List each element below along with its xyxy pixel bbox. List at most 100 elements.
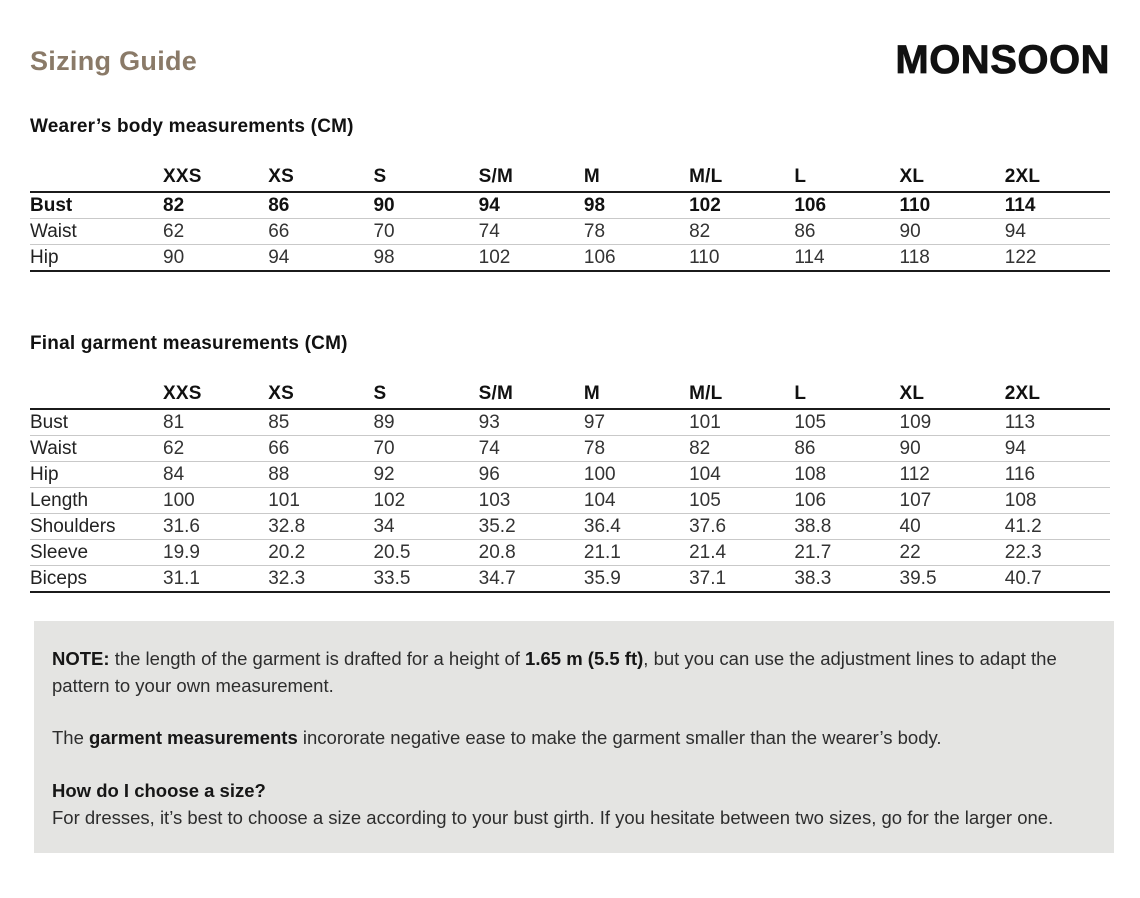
measurement-value: 74 bbox=[478, 218, 584, 245]
measurement-value: 39.5 bbox=[899, 565, 1005, 593]
measurement-value: 21.4 bbox=[689, 539, 795, 566]
measurement-value: 37.1 bbox=[689, 565, 795, 593]
size-column-header: XL bbox=[899, 381, 1005, 410]
measurement-value: 96 bbox=[478, 461, 584, 488]
measurement-row-label: Waist bbox=[30, 218, 163, 245]
measurement-row-label: Length bbox=[30, 487, 163, 514]
measurement-value: 110 bbox=[899, 192, 1005, 219]
measurement-value: 118 bbox=[899, 244, 1005, 272]
measurement-value: 94 bbox=[1004, 435, 1110, 462]
measurement-value: 22.3 bbox=[1004, 539, 1110, 566]
measurement-value: 90 bbox=[373, 192, 479, 219]
measurement-value: 81 bbox=[163, 409, 269, 436]
size-header-row: XXS XS S S/M M M/L L XL 2XL bbox=[30, 381, 1110, 410]
measurement-value: 113 bbox=[1004, 409, 1110, 436]
measurement-row-label: Bust bbox=[30, 192, 163, 219]
measurement-row: Waist 62 66 70 74 78 82 86 90 94 bbox=[30, 218, 1110, 245]
measurement-value: 98 bbox=[373, 244, 479, 272]
garment-measurements-table: XXS XS S S/M M M/L L XL 2XL Bust 81 85 89 93 97 101 105 1… bbox=[30, 381, 1110, 593]
note-paragraph: NOTE: the length of the garment is draft… bbox=[52, 645, 1080, 699]
note-text: the length of the garment is drafted for… bbox=[109, 648, 526, 669]
measurement-value: 90 bbox=[899, 218, 1005, 245]
size-column-header: XXS bbox=[163, 381, 269, 410]
measurement-value: 62 bbox=[163, 435, 269, 462]
measurement-value: 21.1 bbox=[583, 539, 690, 566]
measurement-value: 82 bbox=[163, 192, 269, 219]
measurement-value: 106 bbox=[794, 192, 900, 219]
size-column-header: XXS bbox=[163, 164, 269, 193]
measurement-value: 31.1 bbox=[163, 565, 269, 593]
measurement-value: 34.7 bbox=[478, 565, 584, 593]
measurement-value: 90 bbox=[899, 435, 1005, 462]
size-column-header: XS bbox=[268, 381, 374, 410]
measurement-value: 101 bbox=[268, 487, 374, 514]
measurement-row-label: Bust bbox=[30, 409, 163, 436]
size-column-header: M/L bbox=[689, 164, 795, 193]
measurement-value: 105 bbox=[689, 487, 795, 514]
measurement-value: 62 bbox=[163, 218, 269, 245]
measurement-value: 112 bbox=[899, 461, 1005, 488]
measurement-value: 70 bbox=[373, 435, 479, 462]
measurement-row-label: Sleeve bbox=[30, 539, 163, 566]
measurement-value: 102 bbox=[689, 192, 795, 219]
measurement-value: 104 bbox=[689, 461, 795, 488]
measurement-value: 108 bbox=[1004, 487, 1110, 514]
garment-measurements-heading: Final garment measurements (CM) bbox=[30, 333, 348, 354]
page-header: Sizing Guide MONSOON bbox=[30, 0, 1110, 81]
measurement-value: 84 bbox=[163, 461, 269, 488]
measurement-value: 70 bbox=[373, 218, 479, 245]
measurement-value: 103 bbox=[478, 487, 584, 514]
measurement-row-label: Biceps bbox=[30, 565, 163, 593]
measurement-value: 109 bbox=[899, 409, 1005, 436]
measurement-value: 86 bbox=[794, 435, 900, 462]
size-header-row: XXS XS S S/M M M/L L XL 2XL bbox=[30, 164, 1110, 193]
size-question-body: For dresses, it’s best to choose a size … bbox=[52, 807, 1054, 828]
measurement-value: 20.8 bbox=[478, 539, 584, 566]
measurement-value: 100 bbox=[163, 487, 269, 514]
page-title: Sizing Guide bbox=[30, 46, 198, 76]
measurement-value: 122 bbox=[1004, 244, 1110, 272]
measurement-row: Hip 84 88 92 96 100 104 108 112 116 bbox=[30, 461, 1110, 488]
measurement-row: Biceps 31.1 32.3 33.5 34.7 35.9 37.1 38.3 39.5 40… bbox=[30, 565, 1110, 593]
note-box: NOTE: the length of the garment is draft… bbox=[34, 621, 1114, 853]
measurement-value: 66 bbox=[268, 435, 374, 462]
measurement-value: 32.8 bbox=[268, 513, 374, 540]
measurement-value: 94 bbox=[268, 244, 374, 272]
measurement-row: Shoulders 31.6 32.8 34 35.2 36.4 37.6 38.8 40 41.… bbox=[30, 513, 1110, 540]
ease-text: The bbox=[52, 727, 90, 748]
measurement-row: Waist 62 66 70 74 78 82 86 90 94 bbox=[30, 435, 1110, 462]
measurement-value: 93 bbox=[478, 409, 584, 436]
measurement-value: 66 bbox=[268, 218, 374, 245]
measurement-row-label: Shoulders bbox=[30, 513, 163, 540]
measurement-row: Bust 81 85 89 93 97 101 105 109 113 bbox=[30, 409, 1110, 436]
measurement-value: 98 bbox=[583, 192, 690, 219]
measurement-value: 38.3 bbox=[794, 565, 900, 593]
measurement-value: 114 bbox=[794, 244, 900, 272]
measurement-value: 82 bbox=[689, 218, 795, 245]
measurement-value: 114 bbox=[1004, 192, 1110, 219]
measurement-value: 94 bbox=[1004, 218, 1110, 245]
measurement-row-label: Hip bbox=[30, 461, 163, 488]
sizing-guide-page: Sizing Guide MONSOON Wearer’s body measu… bbox=[30, 0, 1114, 853]
measurement-value: 101 bbox=[689, 409, 795, 436]
size-question-heading: How do I choose a size? bbox=[52, 780, 266, 801]
size-column-header: S bbox=[373, 381, 479, 410]
size-column-header: L bbox=[794, 381, 900, 410]
measurement-value: 106 bbox=[794, 487, 900, 514]
measurement-value: 100 bbox=[583, 461, 690, 488]
measurement-value: 105 bbox=[794, 409, 900, 436]
measurement-value: 86 bbox=[268, 192, 374, 219]
measurement-value: 102 bbox=[478, 244, 584, 272]
body-measurements-table: XXS XS S S/M M M/L L XL 2XL Bust 82 86 90 94 98 102 106 1… bbox=[30, 164, 1110, 272]
measurement-value: 78 bbox=[583, 435, 690, 462]
size-column-header: S/M bbox=[478, 164, 584, 193]
measurement-row: Bust 82 86 90 94 98 102 106 110 114 bbox=[30, 192, 1110, 219]
measurement-row: Hip 90 94 98 102 106 110 114 118 122 bbox=[30, 244, 1110, 272]
measurement-value: 97 bbox=[583, 409, 690, 436]
measurement-value: 94 bbox=[478, 192, 584, 219]
measurement-value: 37.6 bbox=[689, 513, 795, 540]
measurement-value: 108 bbox=[794, 461, 900, 488]
measurement-value: 110 bbox=[689, 244, 795, 272]
measurement-value: 85 bbox=[268, 409, 374, 436]
size-column-header: M bbox=[583, 164, 690, 193]
